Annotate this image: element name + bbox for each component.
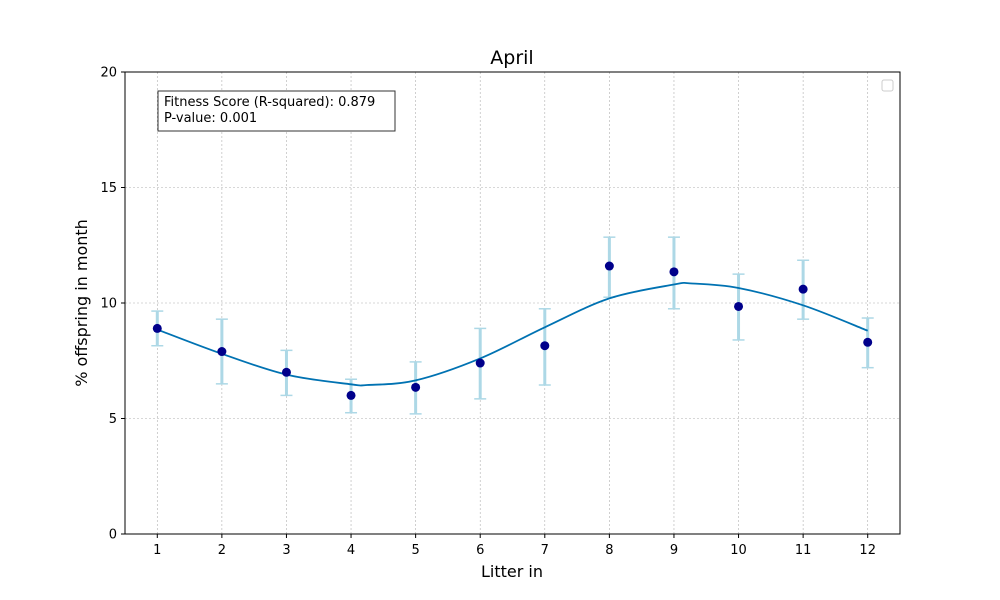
data-point [411,382,421,392]
x-tick-label: 2 [218,543,226,558]
y-tick-label: 10 [100,297,117,312]
y-tick-label: 0 [109,528,117,543]
x-tick-label: 12 [859,543,876,558]
data-point [798,284,808,294]
p-value-text: P-value: 0.001 [164,111,257,126]
y-tick-label: 5 [109,412,117,427]
x-tick-label: 3 [282,543,290,558]
data-point [734,301,744,311]
x-tick-label: 4 [347,543,355,558]
stats-box [157,90,396,132]
y-axis-label: % offspring in month [72,219,91,387]
data-point [217,347,227,357]
stats-annotation: Fitness Score (R-squared): 0.879 P-value… [157,90,396,132]
x-axis-label: Litter in [481,562,543,581]
x-tick-label: 8 [605,543,613,558]
data-points [152,261,873,400]
x-tick-label: 5 [411,543,419,558]
data-point [604,261,614,271]
x-tick-label: 9 [670,543,678,558]
data-point [281,367,291,377]
x-tick-label: 6 [476,543,484,558]
chart-title: April [490,47,533,69]
data-point [152,323,162,333]
x-tick-label: 7 [541,543,549,558]
data-point [669,267,679,277]
data-point [540,341,550,351]
legend-box [881,79,894,92]
x-tick-label: 1 [153,543,161,558]
data-point [863,337,873,347]
fitness-score-text: Fitness Score (R-squared): 0.879 [164,95,375,110]
data-point [475,358,485,368]
y-tick-label: 20 [100,66,117,81]
data-point [346,390,356,400]
y-tick-label: 15 [100,181,117,196]
x-tick-label: 10 [730,543,747,558]
x-tick-label: 11 [795,543,812,558]
